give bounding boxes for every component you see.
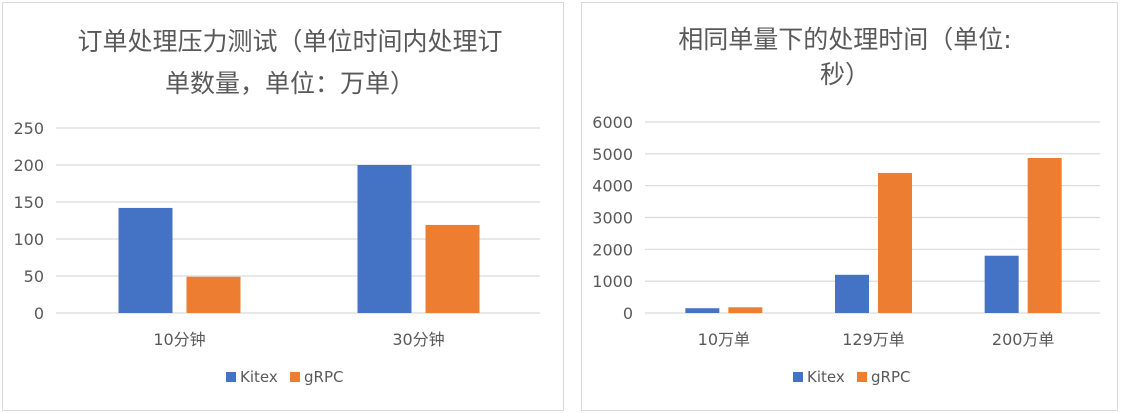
bar-kitex (984, 255, 1019, 313)
bar-grpc (878, 172, 912, 313)
y-tick-label: 3000 (592, 209, 633, 228)
bar-grpc (425, 224, 480, 313)
legend-label: gRPC (304, 368, 343, 386)
chart-2: 相同单量下的处理时间（单位: 秒） 0 1000 2000 3000 4000 5000 600… (581, 2, 1118, 411)
y-tick-label: 2000 (592, 240, 633, 259)
x-tick-label: 200万单 (992, 330, 1055, 349)
chart-border (2, 2, 564, 411)
chart-title-line: 秒） (820, 60, 870, 89)
y-tick-label: 4000 (592, 177, 633, 196)
legend-label: Kitex (240, 368, 278, 386)
legend-swatch-kitex (793, 372, 803, 382)
bar-grpc (186, 276, 241, 313)
chart-title-line: 相同单量下的处理时间（单位: (678, 25, 1011, 54)
legend-swatch-grpc (290, 372, 300, 382)
y-tick-label: 50 (24, 267, 44, 286)
y-tick-label: 1000 (592, 272, 633, 291)
chart-title-line: 单数量，单位：万单） (165, 69, 415, 98)
y-tick-label: 150 (13, 193, 44, 212)
y-tick-label: 250 (13, 119, 44, 138)
legend-swatch-kitex (226, 372, 236, 382)
bar-kitex (685, 308, 720, 313)
y-tick-label: 0 (623, 304, 633, 323)
legend-label: gRPC (871, 368, 910, 386)
legend-label: Kitex (807, 368, 845, 386)
bar-grpc (1027, 157, 1062, 313)
bar-kitex (835, 274, 869, 313)
y-tick-label: 100 (13, 230, 44, 249)
bar-grpc (728, 307, 763, 313)
y-tick-label: 200 (13, 156, 44, 175)
y-tick-label: 0 (34, 304, 44, 323)
x-tick-label: 30分钟 (392, 330, 444, 349)
x-tick-label: 10万单 (698, 330, 750, 349)
x-tick-label: 129万单 (842, 330, 905, 349)
bar-kitex (118, 207, 173, 313)
legend-swatch-grpc (857, 372, 867, 382)
y-tick-label: 6000 (592, 113, 633, 132)
bar-kitex (357, 165, 412, 313)
chart-title-line: 订单处理压力测试（单位时间内处理订 (77, 27, 502, 56)
y-tick-label: 5000 (592, 145, 633, 164)
x-tick-label: 10分钟 (153, 330, 205, 349)
